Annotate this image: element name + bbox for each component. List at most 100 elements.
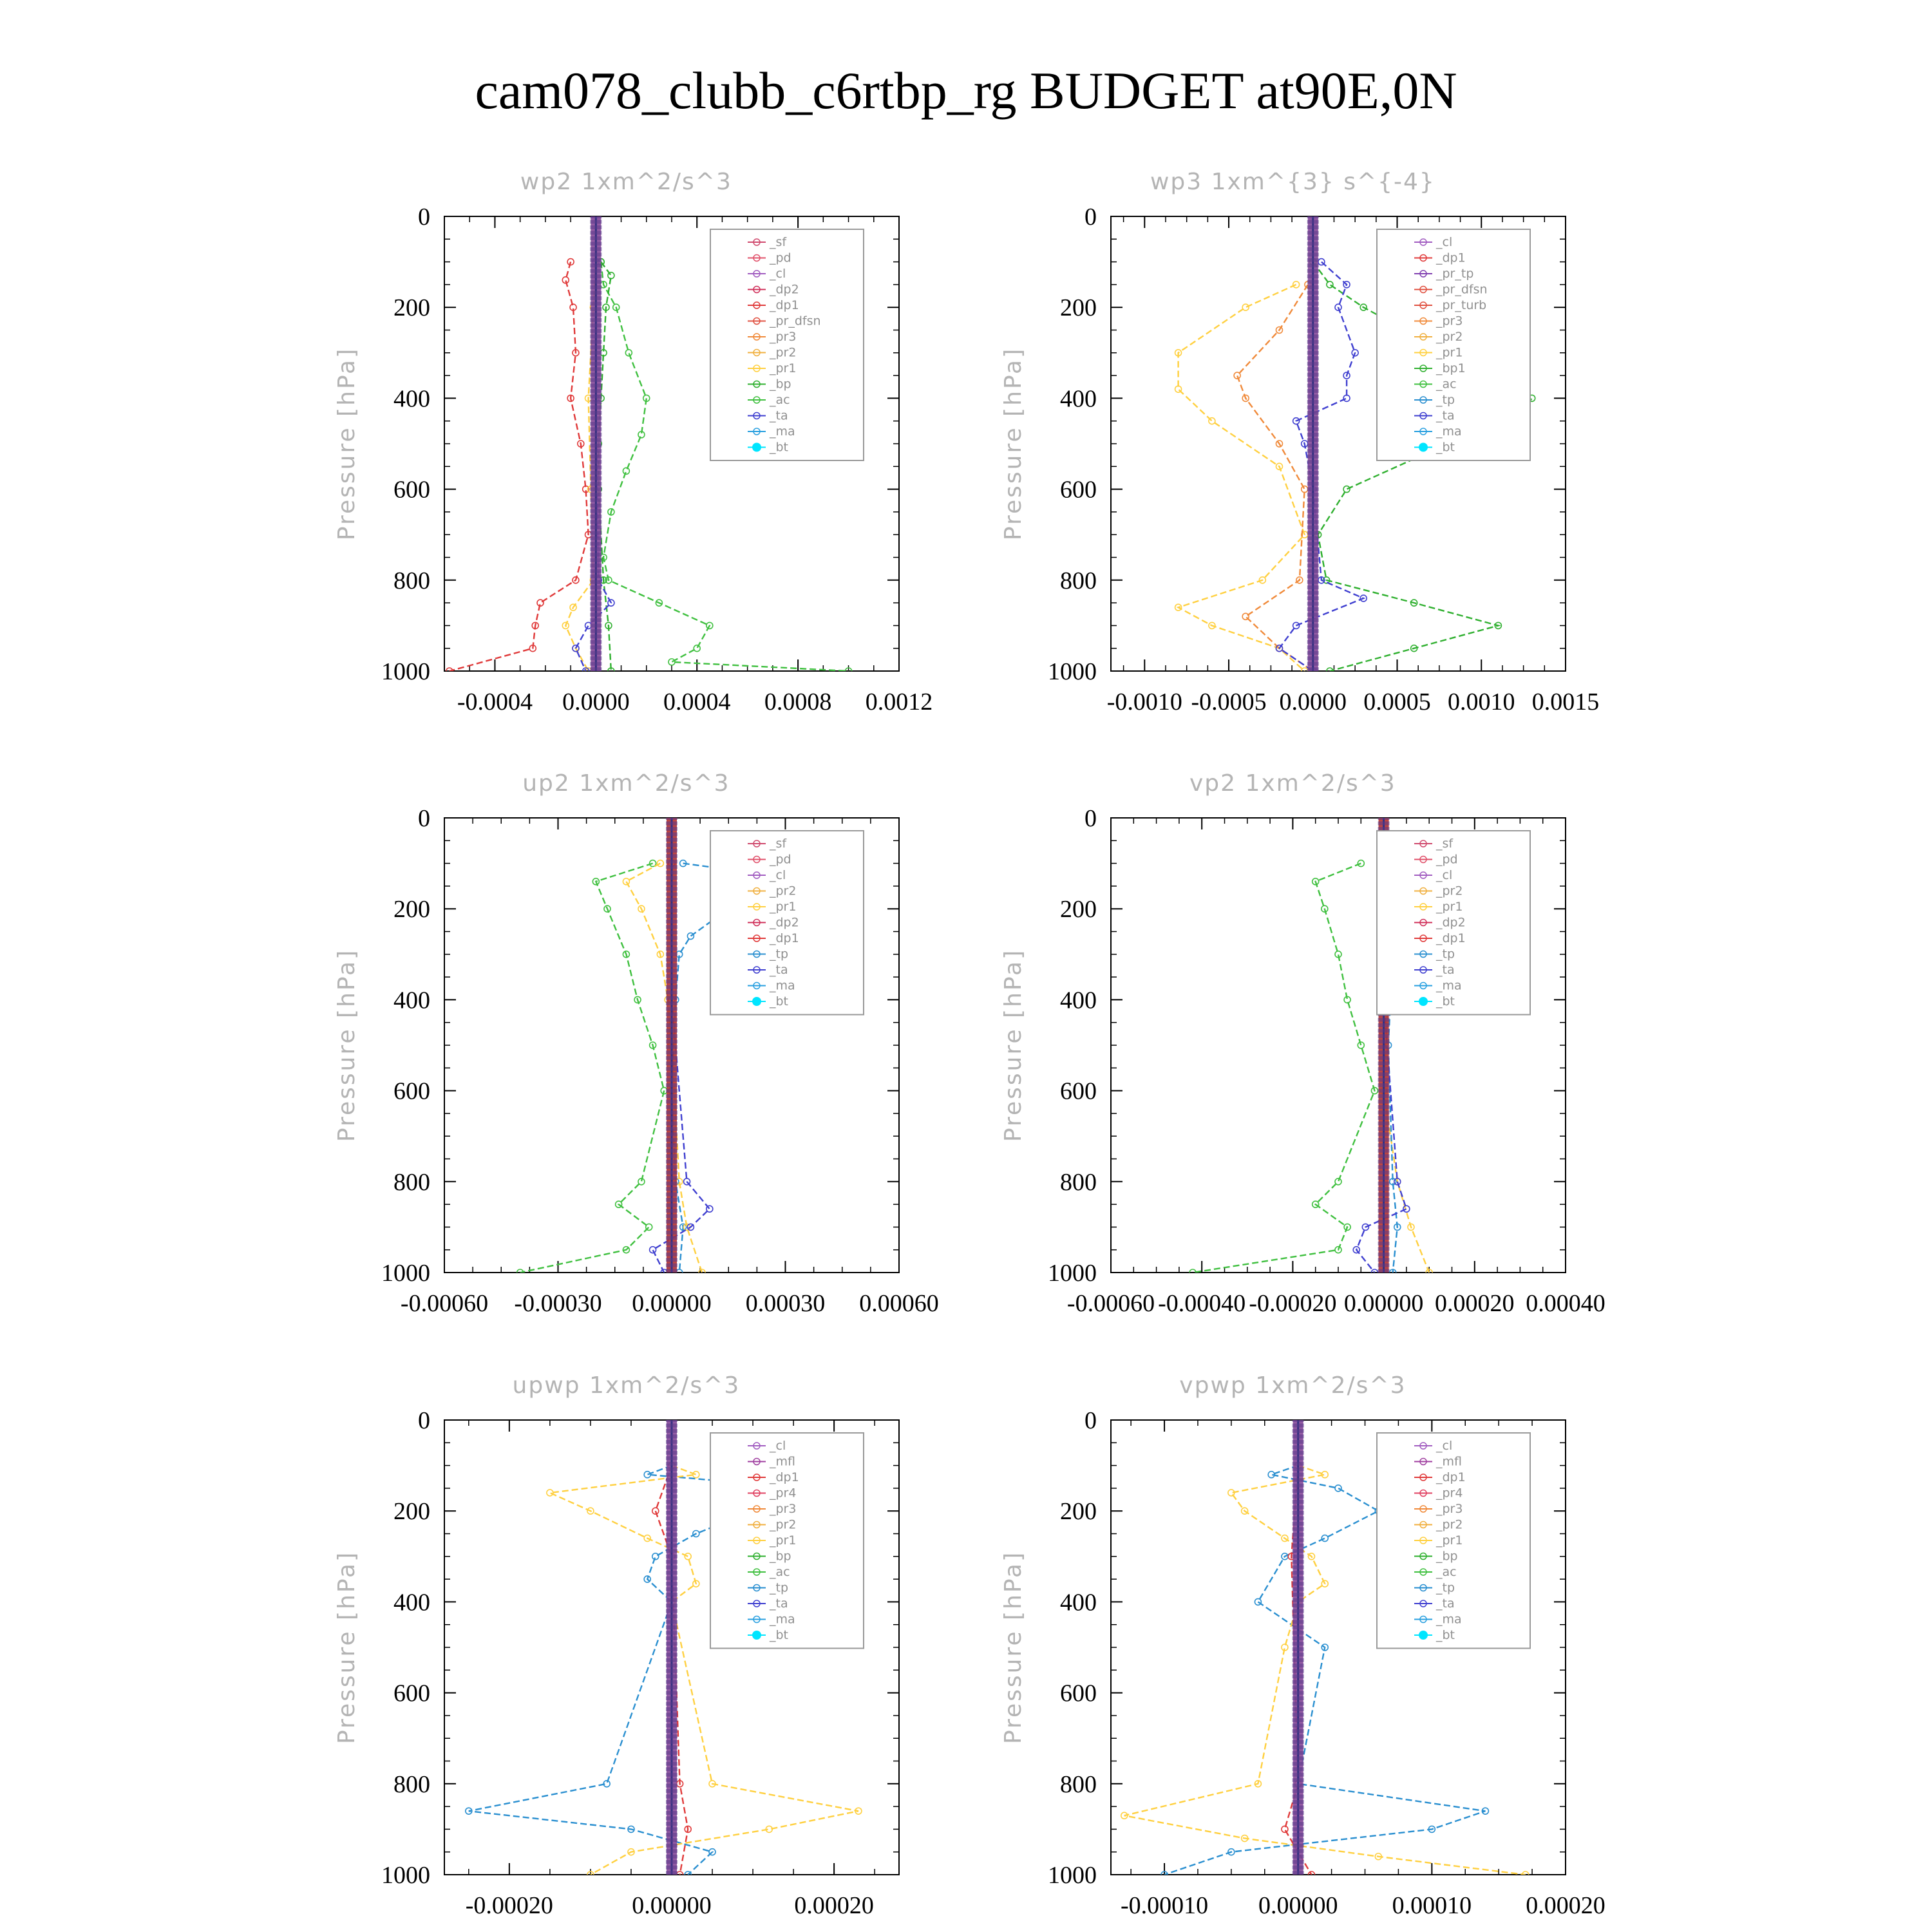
series-line-ac [1192,862,1376,1273]
zero-term-marker [590,465,602,469]
zero-term-marker [666,1718,677,1722]
zero-term-marker [666,1159,677,1164]
series-point [1267,1470,1275,1479]
legend-swatch-marker [753,1600,761,1607]
zero-term-marker [1292,1434,1304,1439]
zero-term-marker [1307,454,1319,459]
series-point [607,271,615,279]
zero-term-marker [590,427,602,431]
y-tick-label: 1000 [381,658,430,685]
zero-term-marker [1307,449,1319,453]
zero-term-marker [1292,1854,1304,1859]
zero-term-marker [1307,307,1319,312]
zero-term-marker [1307,623,1319,628]
zero-term-marker [1378,1176,1390,1180]
zero-term-marker [1378,1083,1390,1088]
zero-term-marker [666,1489,677,1493]
zero-term-marker [666,1587,677,1591]
zero-term-marker [1292,1642,1304,1646]
legend-swatch-marker [1419,442,1428,452]
zero-term-marker [666,1252,677,1256]
zero-term-marker [666,1121,677,1126]
series-point [572,644,580,652]
zero-term-marker [590,225,602,229]
zero-term-marker [1378,1241,1390,1245]
series-point [1242,394,1249,402]
zero-term-marker [666,1066,677,1071]
y-tick-label: 600 [393,477,430,504]
zero-term-marker [666,1494,677,1499]
x-tick-label: 0.00010 [1392,1892,1472,1919]
zero-term-marker [1378,1154,1390,1159]
zero-term-marker [590,449,602,453]
zero-term-marker [590,220,602,224]
legend-label: _dp1 [769,931,799,945]
zero-term-marker [666,985,677,989]
legend-swatch-marker [753,1537,761,1544]
zero-term-marker [1307,312,1319,317]
zero-term-marker [590,564,602,568]
zero-term-marker [666,1625,677,1629]
legend-swatch-marker [1419,934,1427,942]
zero-term-marker [1378,1181,1390,1186]
zero-term-marker [666,1582,677,1586]
series-point [655,599,663,607]
legend-swatch-marker [1419,1552,1427,1560]
legend-swatch-marker [1419,301,1427,309]
legend-label: _mfl [769,1455,795,1469]
y-tick-label: 400 [1060,385,1097,412]
zero-term-marker [666,1192,677,1197]
zero-term-marker [590,279,602,284]
zero-term-marker [590,339,602,344]
legend-swatch-marker [753,285,761,294]
zero-term-marker [1307,443,1319,448]
y-tick-label: 600 [393,1078,430,1105]
zero-term-marker [666,1538,677,1542]
legend-label: _bt [1435,1628,1455,1642]
legend-swatch-marker [1419,981,1427,990]
zero-term-marker [1307,661,1319,666]
zero-term-marker [1307,601,1319,606]
zero-term-marker [666,1148,677,1153]
zero-term-marker [1292,1521,1304,1526]
zero-term-marker [1307,279,1319,284]
legend-label: _cl [1435,1439,1452,1453]
series-point [1407,1223,1415,1231]
y-tick-label: 600 [1060,1680,1097,1707]
series-point [582,667,590,671]
legend-swatch-marker [753,317,761,325]
zero-term-marker [1292,1712,1304,1717]
x-tick-label: -0.0005 [1191,688,1266,715]
series-line-pr1 [564,261,597,671]
series-point [1189,1269,1197,1273]
zero-term-marker [1378,1143,1390,1148]
zero-term-marker [1307,596,1319,601]
series-point [1425,1269,1433,1273]
zero-term-marker [1292,1554,1304,1558]
legend-swatch-marker [753,1552,761,1560]
zero-term-marker [590,405,602,410]
legend-swatch-marker [1419,1457,1427,1466]
legend-swatch-marker [753,1615,761,1624]
panel-title: vp2 1xm^2/s^3 [1189,770,1396,797]
series-point [622,467,630,475]
zero-term-marker [590,667,602,671]
x-tick-label: -0.0004 [457,688,533,715]
legend-swatch-marker [1419,380,1427,388]
zero-term-marker [666,1663,677,1668]
series-point [692,1530,700,1538]
zero-term-marker [1378,1050,1390,1055]
zero-term-marker [1307,645,1319,650]
legend-label: _pr2 [1435,884,1463,898]
y-axis-label: Pressure [hPa] [1000,1551,1027,1744]
zero-term-marker [1307,372,1319,377]
zero-term-marker [590,471,602,475]
zero-term-marker [590,536,602,540]
series-point [684,1825,692,1833]
legend-swatch-marker [753,1520,761,1529]
series-point [684,1871,692,1875]
zero-term-marker [1307,514,1319,518]
zero-term-marker [590,482,602,486]
zero-term-marker [666,1115,677,1120]
zero-term-marker [666,1154,677,1159]
